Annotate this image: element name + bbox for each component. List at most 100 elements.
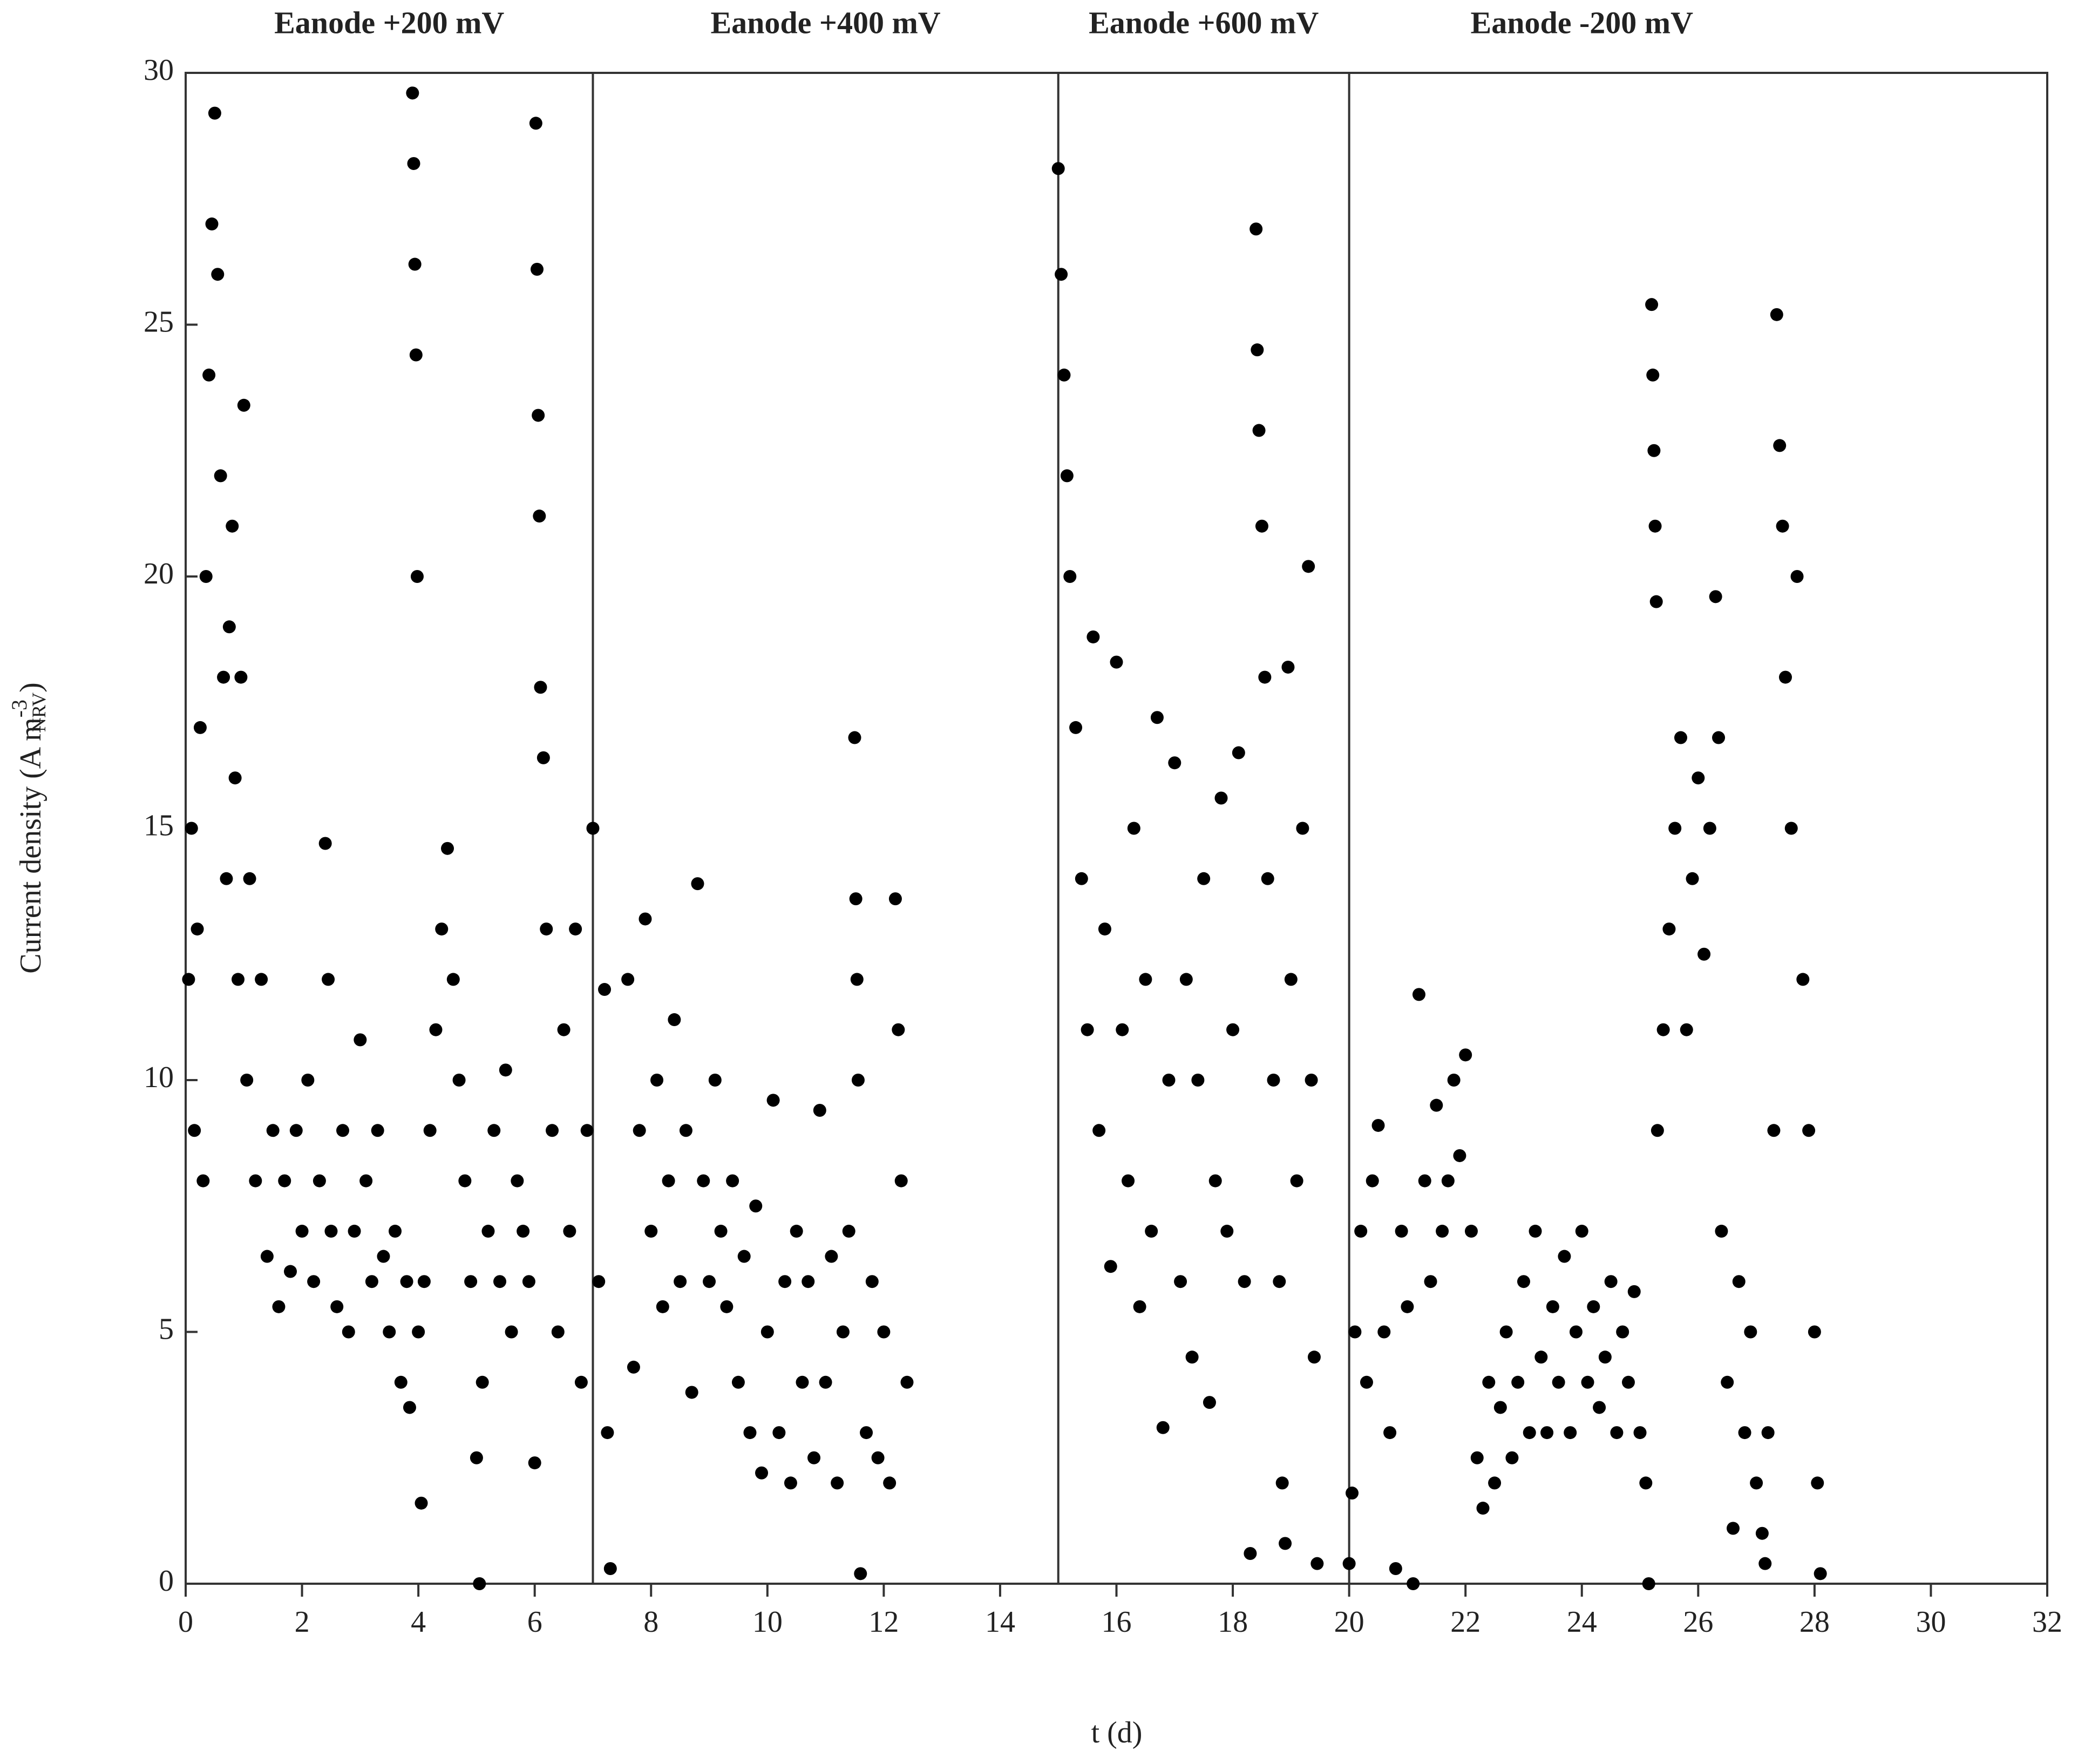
data-point <box>1238 1275 1251 1288</box>
y-label-sub: NRV <box>28 693 50 732</box>
data-point <box>1185 1351 1199 1364</box>
data-point <box>1627 1285 1641 1298</box>
data-point <box>1776 519 1789 533</box>
data-point <box>243 872 256 885</box>
data-point <box>703 1275 716 1288</box>
x-tick-label: 16 <box>1102 1605 1132 1639</box>
phase-label: Eanode +400 mV <box>710 5 940 40</box>
data-point <box>851 1074 865 1087</box>
data-point <box>1104 1260 1117 1273</box>
data-point <box>1534 1351 1548 1364</box>
data-point <box>199 570 213 583</box>
data-point <box>260 1250 274 1263</box>
data-point <box>1360 1375 1373 1389</box>
data-point <box>354 1033 367 1047</box>
data-point <box>403 1401 416 1414</box>
data-point <box>1784 822 1798 835</box>
data-point <box>1505 1451 1519 1464</box>
data-point <box>1051 162 1065 175</box>
data-point <box>313 1174 326 1188</box>
y-tick-label: 15 <box>144 809 174 842</box>
data-point <box>802 1275 815 1288</box>
data-point <box>1802 1124 1816 1137</box>
data-point <box>743 1426 757 1440</box>
x-tick-label: 28 <box>1799 1605 1830 1639</box>
data-point <box>1281 660 1295 674</box>
data-point <box>1796 973 1810 986</box>
data-point <box>813 1103 826 1117</box>
data-point <box>1086 630 1100 643</box>
data-point <box>1371 1118 1385 1132</box>
data-point <box>1401 1300 1414 1313</box>
data-point <box>1310 1557 1324 1570</box>
data-point <box>1499 1325 1513 1339</box>
data-point <box>1203 1396 1216 1409</box>
y-tick-label: 30 <box>144 53 174 87</box>
x-tick-label: 12 <box>868 1605 899 1639</box>
data-point <box>533 510 546 523</box>
x-tick-label: 30 <box>1916 1605 1946 1639</box>
data-point <box>1305 1074 1318 1087</box>
data-point <box>1116 1023 1129 1036</box>
data-point <box>202 368 216 382</box>
data-point <box>685 1386 698 1399</box>
data-point <box>1346 1487 1359 1500</box>
data-point <box>1174 1275 1187 1288</box>
data-point <box>1709 590 1722 603</box>
data-point <box>394 1375 408 1389</box>
data-point <box>1252 424 1266 437</box>
data-point <box>511 1174 524 1188</box>
data-point <box>1575 1224 1588 1238</box>
data-point <box>1546 1300 1559 1313</box>
data-point <box>458 1174 472 1188</box>
data-point <box>228 771 242 785</box>
data-points <box>182 86 1827 1590</box>
data-point <box>1778 670 1792 684</box>
data-point <box>551 1325 565 1339</box>
data-point <box>1197 872 1211 885</box>
data-point <box>1453 1149 1466 1162</box>
data-point <box>1767 1124 1781 1137</box>
data-point <box>766 1094 780 1107</box>
data-point <box>1395 1224 1408 1238</box>
data-point <box>196 1174 210 1188</box>
data-point <box>188 1124 201 1137</box>
data-point <box>1808 1325 1821 1339</box>
x-tick-label: 26 <box>1683 1605 1713 1639</box>
data-point <box>1348 1325 1362 1339</box>
data-point <box>481 1224 495 1238</box>
data-point <box>1558 1250 1571 1263</box>
data-point <box>1616 1325 1629 1339</box>
data-point <box>226 519 239 533</box>
data-point <box>1712 731 1726 744</box>
data-point <box>377 1250 390 1263</box>
data-point <box>534 681 547 694</box>
data-point <box>237 398 250 412</box>
data-point <box>1529 1224 1542 1238</box>
y-tick-label: 25 <box>144 305 174 338</box>
data-point <box>1377 1325 1391 1339</box>
data-point <box>1750 1476 1763 1490</box>
data-point <box>1069 721 1083 734</box>
data-point <box>1191 1074 1205 1087</box>
data-point <box>790 1224 803 1238</box>
data-point <box>407 157 420 170</box>
data-point <box>1656 1023 1670 1036</box>
data-point <box>650 1074 664 1087</box>
data-point <box>1366 1174 1379 1188</box>
data-point <box>1383 1426 1397 1440</box>
data-point <box>580 1124 594 1137</box>
data-point <box>473 1577 486 1590</box>
data-point <box>1721 1375 1734 1389</box>
data-point <box>603 1562 617 1576</box>
data-point <box>1770 308 1783 321</box>
data-point <box>1220 1224 1234 1238</box>
data-point <box>1715 1224 1728 1238</box>
data-point <box>1162 1074 1176 1087</box>
data-point <box>487 1124 501 1137</box>
data-point <box>318 837 332 850</box>
data-point <box>1251 343 1264 357</box>
x-tick-label: 22 <box>1450 1605 1481 1639</box>
data-point <box>1790 570 1804 583</box>
